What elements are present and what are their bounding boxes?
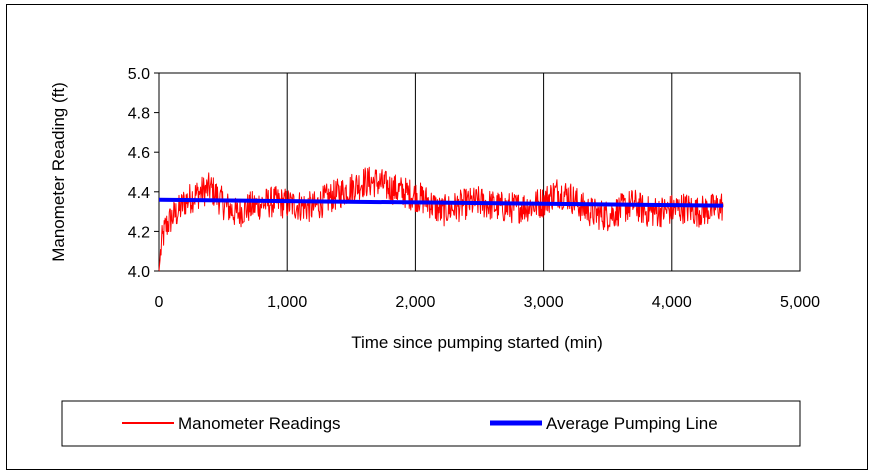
chart-frame — [6, 4, 868, 470]
gridlines — [286, 73, 673, 271]
series-average-pumping-line — [158, 197, 724, 208]
x-tick-label: 3,000 — [524, 294, 564, 311]
y-tick-label: 4.4 — [128, 185, 150, 202]
y-tick-label: 4.2 — [128, 224, 150, 241]
x-tick-label: 4,000 — [652, 294, 692, 311]
series-manometer-readings — [158, 166, 724, 272]
y-tick-label: 4.8 — [128, 106, 150, 123]
series-layer — [158, 166, 724, 272]
legend: Manometer Readings Average Pumping Line — [61, 400, 801, 447]
x-tick-label: 0 — [155, 294, 164, 311]
y-tick-label: 5.0 — [128, 66, 150, 83]
x-axis-ticks: 0 1,000 2,000 3,000 4,000 5,000 — [155, 294, 821, 311]
y-tick-label: 4.0 — [128, 264, 150, 281]
x-axis-title: Time since pumping started (min) — [351, 333, 603, 352]
y-tick-label: 4.6 — [128, 145, 150, 162]
x-tick-label: 2,000 — [395, 294, 435, 311]
legend-box — [61, 400, 801, 447]
x-tick-label: 1,000 — [267, 294, 307, 311]
legend-label-manometer-readings: Manometer Readings — [178, 414, 341, 433]
x-tick-label: 5,000 — [780, 294, 820, 311]
plot-area — [158, 72, 801, 272]
y-axis-title: Manometer Reading (ft) — [49, 82, 68, 262]
y-axis-ticks: 4.0 4.2 4.4 4.6 4.8 5.0 — [128, 66, 159, 281]
legend-label-average-pumping-line: Average Pumping Line — [546, 414, 718, 433]
